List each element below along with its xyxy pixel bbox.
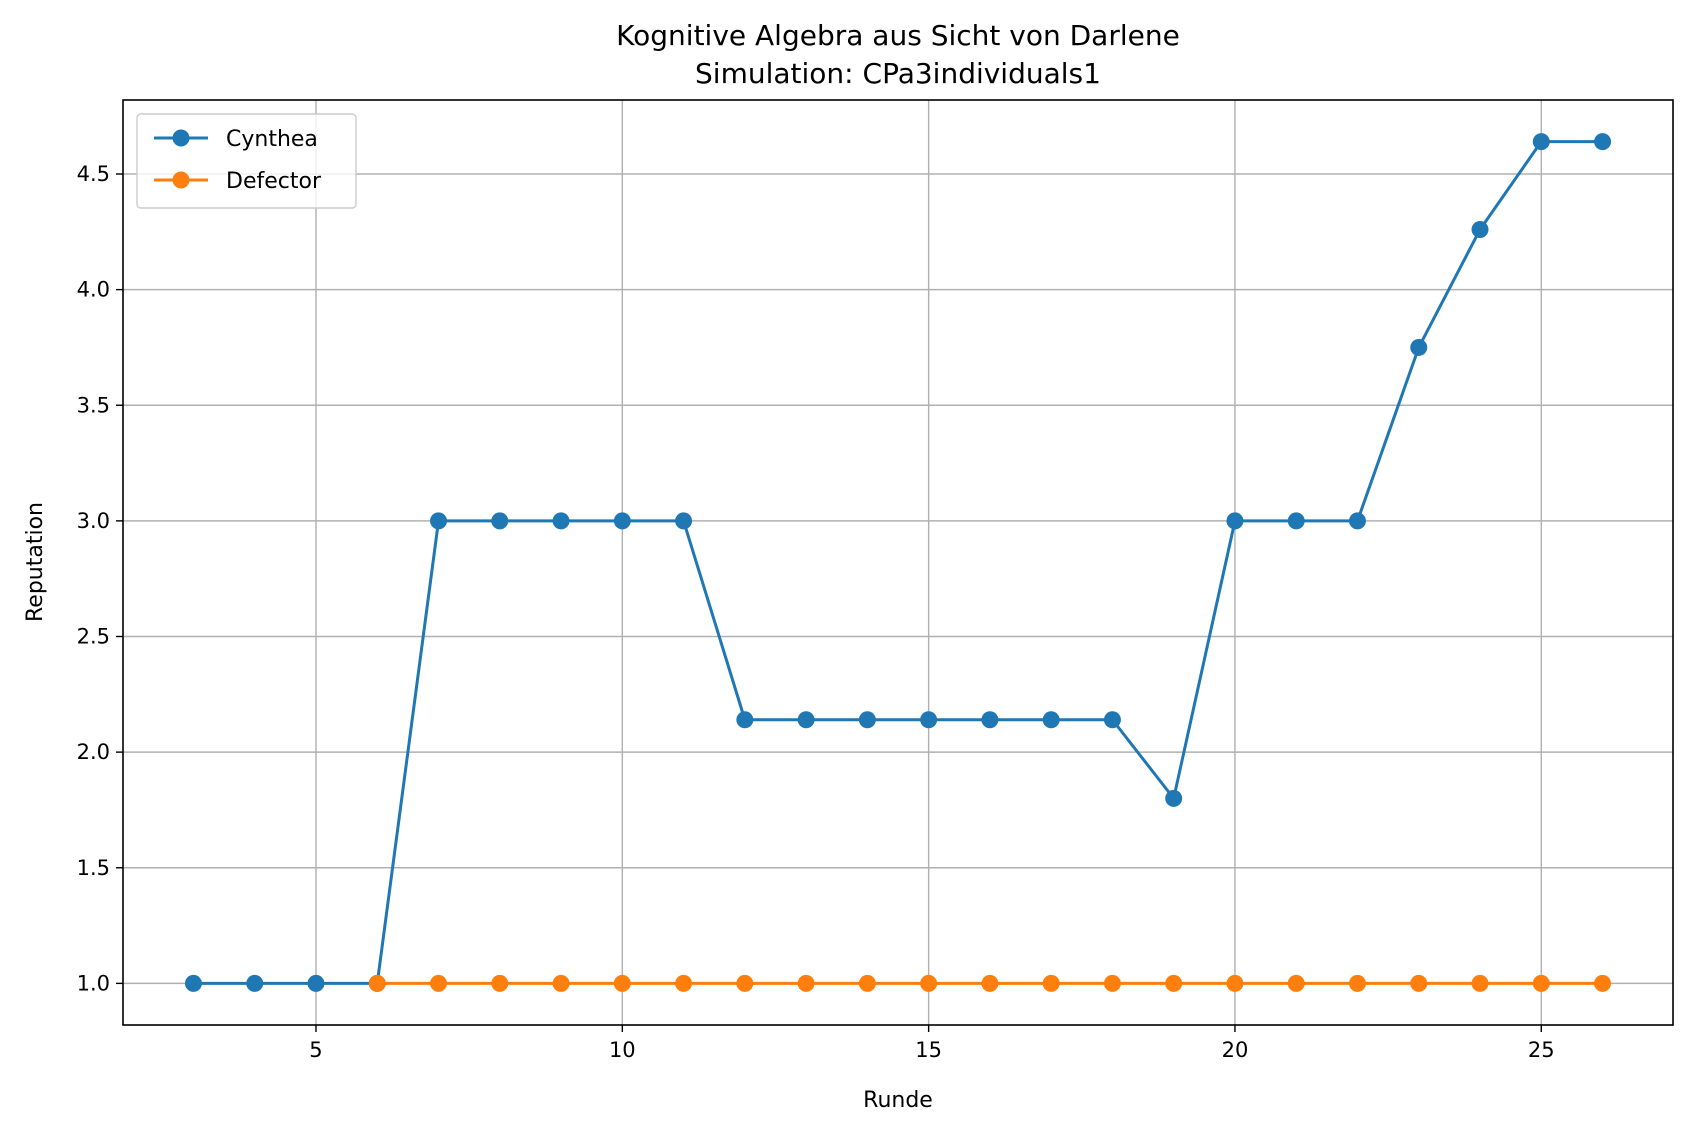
data-point-defector xyxy=(1532,974,1550,992)
y-tick-label: 3.5 xyxy=(77,393,110,417)
legend-label-cynthea: Cynthea xyxy=(226,127,318,152)
data-point-defector xyxy=(920,974,938,992)
data-point-cynthea xyxy=(858,711,876,729)
x-tick-label: 10 xyxy=(609,1038,636,1062)
data-point-defector xyxy=(613,974,631,992)
series-defector xyxy=(368,974,1612,992)
data-point-defector xyxy=(1594,974,1612,992)
series-layer xyxy=(184,133,1612,992)
x-tick-label: 20 xyxy=(1222,1038,1249,1062)
data-point-cynthea xyxy=(1410,338,1428,356)
data-point-defector xyxy=(736,974,754,992)
chart-subtitle: Simulation: CPa3individuals1 xyxy=(695,57,1101,90)
grid-lines xyxy=(123,100,1673,1025)
x-tick-label: 15 xyxy=(915,1038,942,1062)
data-point-defector xyxy=(1042,974,1060,992)
data-point-defector xyxy=(1165,974,1183,992)
plot-frame xyxy=(122,99,1674,1026)
x-tick-label: 25 xyxy=(1528,1038,1555,1062)
data-point-defector xyxy=(797,974,815,992)
data-point-cynthea xyxy=(675,512,693,530)
data-point-defector xyxy=(491,974,509,992)
data-point-defector xyxy=(1103,974,1121,992)
data-point-defector xyxy=(675,974,693,992)
data-point-cynthea xyxy=(1348,512,1366,530)
data-point-cynthea xyxy=(246,974,264,992)
data-point-defector xyxy=(1410,974,1428,992)
y-tick-label: 2.0 xyxy=(77,740,110,764)
data-point-cynthea xyxy=(552,512,570,530)
y-tick-label: 4.5 xyxy=(77,162,110,186)
data-point-defector xyxy=(430,974,448,992)
data-point-defector xyxy=(1471,974,1489,992)
data-point-cynthea xyxy=(430,512,448,530)
data-point-defector xyxy=(858,974,876,992)
data-point-cynthea xyxy=(797,711,815,729)
data-point-defector xyxy=(981,974,999,992)
y-tick-label: 4.0 xyxy=(77,278,110,302)
data-point-defector xyxy=(1287,974,1305,992)
y-tick-label: 2.5 xyxy=(77,625,110,649)
data-point-cynthea xyxy=(1532,133,1550,151)
data-point-cynthea xyxy=(1287,512,1305,530)
y-tick-label: 1.5 xyxy=(77,856,110,880)
series-cynthea xyxy=(184,133,1612,992)
data-point-cynthea xyxy=(736,711,754,729)
data-point-cynthea xyxy=(491,512,509,530)
legend-label-defector: Defector xyxy=(226,169,322,194)
data-point-cynthea xyxy=(307,974,325,992)
data-point-defector xyxy=(552,974,570,992)
data-point-cynthea xyxy=(1471,221,1489,238)
legend: Cynthea Defector xyxy=(136,113,357,209)
chart-title: Kognitive Algebra aus Sicht von Darlene xyxy=(616,19,1180,52)
y-tick-label: 1.0 xyxy=(77,971,110,995)
data-point-cynthea xyxy=(981,711,999,729)
x-axis-label: Runde xyxy=(863,1088,933,1113)
data-point-cynthea xyxy=(1165,789,1183,807)
series-line-cynthea xyxy=(193,140,1603,985)
data-point-cynthea xyxy=(1042,711,1060,729)
y-axis-label: Reputation xyxy=(23,502,48,622)
data-point-cynthea xyxy=(1226,512,1244,530)
data-point-defector xyxy=(1348,974,1366,992)
legend-marker-defector xyxy=(172,171,190,189)
x-tick-label: 5 xyxy=(309,1038,322,1062)
y-tick-label: 3.0 xyxy=(77,509,110,533)
data-point-defector xyxy=(1226,974,1244,992)
data-point-cynthea xyxy=(184,974,202,992)
data-point-cynthea xyxy=(1594,133,1612,151)
axis-ticks: 5 10 15 20 25 1.0 1.5 2.0 2.5 3.0 3.5 4.0 4.5 xyxy=(77,162,1555,1062)
data-point-defector xyxy=(368,974,386,992)
data-point-cynthea xyxy=(613,512,631,530)
legend-marker-cynthea xyxy=(172,129,190,147)
data-point-cynthea xyxy=(920,711,938,729)
data-point-cynthea xyxy=(1103,711,1121,729)
